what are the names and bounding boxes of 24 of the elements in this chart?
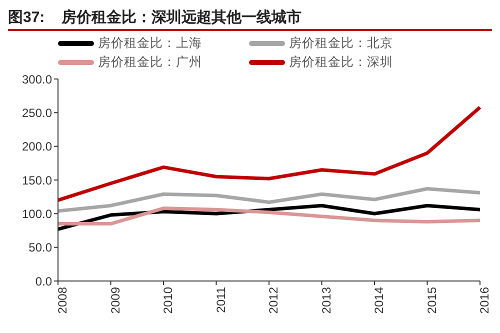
x-tick-label: 2013 — [319, 286, 334, 314]
y-tick-label: 50.0 — [28, 240, 52, 255]
y-tick-label: 150.0 — [22, 173, 52, 188]
chart-title: 图37: 房价租金比：深圳远超其他一线城市 — [8, 8, 492, 31]
x-tick-label: 2009 — [108, 286, 122, 314]
x-tick-label: 2015 — [424, 286, 439, 314]
y-tick-label: 300.0 — [22, 72, 52, 86]
line-series — [56, 206, 482, 226]
y-tick-label: 100.0 — [22, 206, 52, 221]
x-tick-label: 2016 — [478, 286, 492, 314]
y-tick-label: 250.0 — [22, 106, 52, 120]
legend-label: 房价租金比：上海 — [98, 35, 202, 52]
legend-label: 房价租金比：广州 — [98, 54, 202, 71]
y-tick-label: 200.0 — [22, 140, 52, 154]
y-tick-label: 0.0 — [35, 274, 52, 288]
x-tick-label: 2008 — [56, 286, 70, 314]
x-tick-label: 2010 — [161, 286, 176, 314]
line-series — [56, 106, 482, 202]
line-series — [56, 187, 482, 213]
x-tick-label: 2014 — [372, 286, 386, 314]
x-tick-label: 2011 — [214, 286, 228, 313]
x-tick-label: 2012 — [266, 286, 281, 314]
legend-label: 房价租金比：北京 — [289, 35, 393, 52]
legend-label: 房价租金比：深圳 — [289, 54, 393, 71]
